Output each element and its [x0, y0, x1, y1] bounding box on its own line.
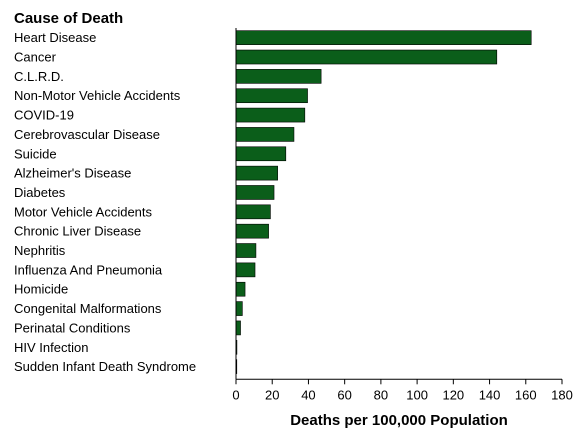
- bar: [235, 49, 498, 65]
- category-label: C.L.R.D.: [14, 69, 64, 84]
- category-label: Motor Vehicle Accidents: [14, 204, 153, 219]
- bar: [235, 88, 308, 104]
- x-tick-label: 100: [406, 387, 428, 402]
- bar: [235, 165, 278, 181]
- bar: [235, 204, 271, 220]
- x-tick-label: 60: [337, 387, 351, 402]
- x-tick-label: 40: [301, 387, 315, 402]
- x-tick-label: 160: [515, 387, 537, 402]
- category-label: Heart Disease: [14, 30, 96, 45]
- x-tick-label: 140: [479, 387, 501, 402]
- category-label: HIV Infection: [14, 340, 88, 355]
- category-labels: Heart Disease Cancer C.L.R.D. Non-Motor Veh…: [14, 30, 196, 374]
- category-label: Cerebrovascular Disease: [14, 127, 160, 142]
- category-axis-title: Cause of Death: [14, 10, 123, 27]
- bar: [235, 243, 257, 258]
- category-label: Perinatal Conditions: [14, 320, 131, 335]
- x-axis-title: Deaths per 100,000 Population: [290, 412, 508, 429]
- category-label: Cancer: [14, 50, 57, 65]
- category-label: Sudden Infant Death Syndrome: [14, 359, 196, 374]
- bar: [235, 127, 295, 142]
- bar: [235, 30, 532, 45]
- category-label: COVID-19: [14, 108, 74, 123]
- category-label: Diabetes: [14, 185, 66, 200]
- category-label: Suicide: [14, 146, 57, 161]
- bar: [235, 146, 287, 162]
- x-tick-label: 0: [232, 387, 239, 402]
- bar: [235, 223, 269, 239]
- bar: [235, 107, 306, 123]
- bar: [235, 320, 241, 336]
- x-tick-label: 180: [551, 387, 573, 402]
- category-label: Congenital Malformations: [14, 301, 162, 316]
- category-label: Alzheimer's Disease: [14, 166, 131, 181]
- bar: [235, 185, 275, 200]
- category-label: Chronic Liver Disease: [14, 224, 141, 239]
- category-label: Nephritis: [14, 243, 66, 258]
- bar: [235, 301, 243, 316]
- category-label: Homicide: [14, 282, 68, 297]
- category-label: Non-Motor Vehicle Accidents: [14, 88, 181, 103]
- bars: [235, 30, 532, 374]
- bar: [235, 281, 246, 297]
- x-axis: 0 20 40 60 80 100 120 140 160 180: [232, 28, 573, 402]
- x-tick-label: 120: [442, 387, 464, 402]
- x-tick-label: 80: [374, 387, 388, 402]
- x-tick-label: 20: [265, 387, 279, 402]
- bar: [235, 262, 256, 278]
- category-label: Influenza And Pneumonia: [14, 262, 163, 277]
- bar: [235, 69, 322, 84]
